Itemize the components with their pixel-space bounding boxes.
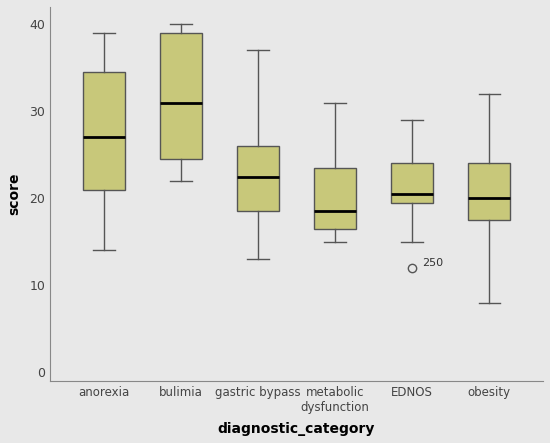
PathPatch shape [160,33,202,159]
PathPatch shape [314,168,356,229]
Text: 250: 250 [422,258,443,268]
PathPatch shape [468,163,510,220]
PathPatch shape [391,163,433,202]
Y-axis label: score: score [7,173,21,215]
PathPatch shape [82,72,125,190]
PathPatch shape [237,146,279,211]
X-axis label: diagnostic_category: diagnostic_category [218,422,375,436]
